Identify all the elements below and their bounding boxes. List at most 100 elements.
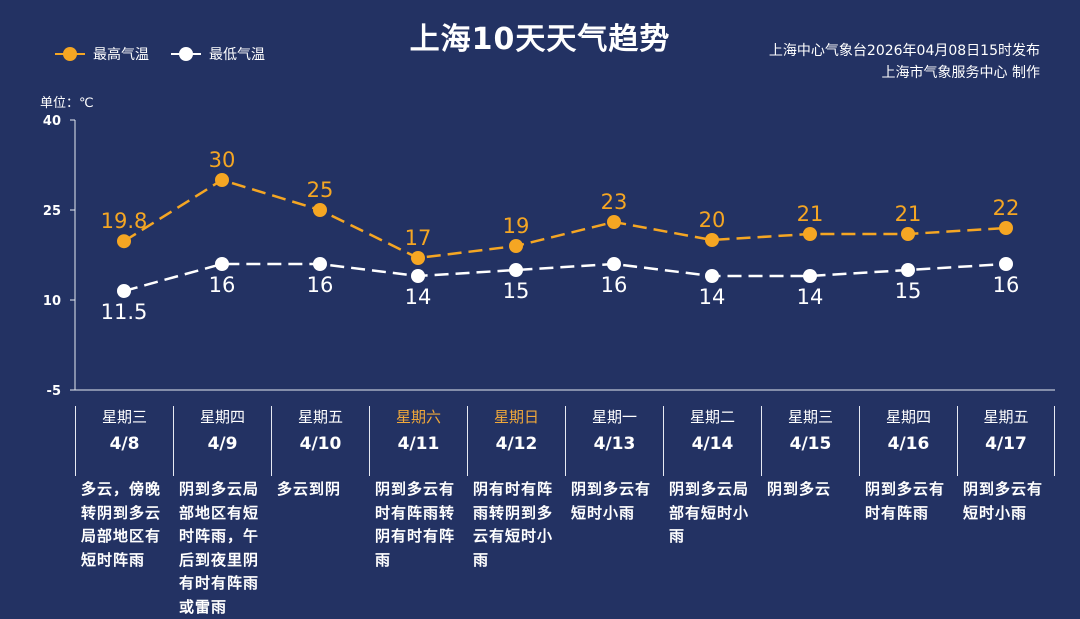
day-header: 星期五 4/10 <box>271 406 369 476</box>
weekday-label: 星期三 <box>787 408 833 426</box>
weather-description: 阴有时有阵雨转阴到多云有短时小雨 <box>473 480 554 569</box>
legend-high-label: 最高气温 <box>93 47 149 63</box>
weekday-label: 星期五 <box>297 408 343 426</box>
high-temp-point <box>705 233 719 247</box>
high-temp-point <box>313 203 327 217</box>
date-label: 4/12 <box>495 434 538 454</box>
high-temp-point <box>117 234 131 249</box>
day-header: 星期六 4/11 <box>369 406 467 476</box>
day-columns: 星期三 4/8 多云，傍晚转阴到多云局部地区有短时阵雨 星期四 4/9 阴到多云… <box>75 390 1055 619</box>
day-column: 星期三 4/15 阴到多云 <box>761 390 859 619</box>
high-temp-label: 17 <box>405 226 432 250</box>
low-temp-label: 16 <box>601 273 628 297</box>
day-header: 星期四 4/9 <box>173 406 271 476</box>
day-header: 星期三 4/15 <box>761 406 859 476</box>
day-column: 星期五 4/10 多云到阴 <box>271 390 369 619</box>
high-temp-line <box>123 178 1007 260</box>
y-tick-label: 10 <box>43 294 61 309</box>
day-column: 星期五 4/17 阴到多云有短时小雨 <box>957 390 1055 619</box>
weekday-label: 星期四 <box>199 408 245 426</box>
low-temp-label: 16 <box>307 273 334 297</box>
high-temp-point <box>411 251 425 265</box>
weather-description: 阴到多云有短时小雨 <box>571 480 652 522</box>
weather-description: 多云，傍晚转阴到多云局部地区有短时阵雨 <box>81 480 162 569</box>
day-column: 星期四 4/9 阴到多云局部地区有短时阵雨，午后到夜里阴有时有阵雨或雷雨 <box>173 390 271 619</box>
date-label: 4/14 <box>691 434 734 454</box>
weather-description: 阴到多云局部地区有短时阵雨，午后到夜里阴有时有阵雨或雷雨 <box>179 480 260 616</box>
date-label: 4/16 <box>887 434 930 454</box>
y-tick-label: 25 <box>43 204 61 219</box>
source-info: 上海中心气象台2026年04月08日15时发布 上海市气象服务中心 制作 <box>769 40 1040 84</box>
low-temp-label: 14 <box>699 285 726 309</box>
low-temp-line <box>123 262 1007 293</box>
weekday-label: 星期三 <box>101 408 147 426</box>
low-temp-point <box>999 257 1013 271</box>
low-temp-point <box>313 257 327 271</box>
high-temp-label: 21 <box>895 202 922 226</box>
high-temp-point <box>999 221 1013 235</box>
low-temp-point <box>705 269 719 283</box>
low-temp-label: 16 <box>209 273 236 297</box>
high-temp-point <box>607 215 621 229</box>
low-temp-point <box>411 269 425 283</box>
day-header: 星期日 4/12 <box>467 406 565 476</box>
high-temp-label: 30 <box>209 148 236 172</box>
low-temp-label: 11.5 <box>101 300 148 324</box>
day-column: 星期日 4/12 阴有时有阵雨转阴到多云有短时小雨 <box>467 390 565 619</box>
low-temp-point <box>117 284 131 298</box>
low-temp-label: 15 <box>503 279 530 303</box>
weather-description: 阴到多云 <box>767 480 832 498</box>
date-label: 4/10 <box>299 434 342 454</box>
day-header: 星期一 4/13 <box>565 406 663 476</box>
date-label: 4/17 <box>985 434 1027 454</box>
legend-high-marker-icon <box>55 47 85 61</box>
low-temp-point <box>901 263 915 277</box>
date-label: 4/11 <box>397 434 440 454</box>
weather-description: 阴到多云有短时小雨 <box>963 480 1044 522</box>
date-label: 4/13 <box>593 434 636 454</box>
low-temp-point <box>607 257 621 271</box>
day-header: 星期五 4/17 <box>957 406 1055 476</box>
low-temp-label: 15 <box>895 279 922 303</box>
low-temp-point <box>509 263 523 277</box>
source-line-2: 上海市气象服务中心 制作 <box>881 65 1040 81</box>
date-label: 4/8 <box>109 434 140 454</box>
day-column: 星期一 4/13 阴到多云有短时小雨 <box>565 390 663 619</box>
low-temp-label: 16 <box>993 273 1020 297</box>
low-temp-point <box>215 257 229 271</box>
weather-description: 多云到阴 <box>277 480 342 498</box>
high-temp-label: 21 <box>797 202 824 226</box>
high-temp-label: 25 <box>307 178 334 202</box>
low-temp-label: 14 <box>797 285 824 309</box>
chart-title: 上海10天天气趋势 <box>409 22 671 57</box>
weekday-label: 星期五 <box>983 408 1029 426</box>
weather-description: 阴到多云有时有阵雨转阴有时有阵雨 <box>375 480 456 569</box>
y-tick-label: 40 <box>43 114 61 129</box>
legend-low-marker-icon <box>171 47 201 61</box>
weekday-label: 星期日 <box>493 408 539 426</box>
day-header: 星期二 4/14 <box>663 406 761 476</box>
high-temp-label: 20 <box>699 208 726 232</box>
y-tick-label: -5 <box>47 384 61 399</box>
legend-item-low: 最低气温 <box>171 44 265 64</box>
weekday-label: 星期一 <box>591 408 637 426</box>
low-temp-label: 14 <box>405 285 432 309</box>
weekday-label: 星期六 <box>395 408 441 426</box>
high-temp-label: 22 <box>993 196 1020 220</box>
day-column: 星期三 4/8 多云，傍晚转阴到多云局部地区有短时阵雨 <box>75 390 173 619</box>
legend-low-label: 最低气温 <box>209 47 265 63</box>
day-column: 星期二 4/14 阴到多云局部有短时小雨 <box>663 390 761 619</box>
weather-description: 阴到多云有时有阵雨 <box>865 480 946 522</box>
source-line-1: 上海中心气象台2026年04月08日15时发布 <box>768 43 1040 59</box>
legend: 最高气温 最低气温 <box>55 44 265 64</box>
weekday-label: 星期二 <box>689 408 735 426</box>
high-temp-point <box>901 227 915 241</box>
unit-label: 单位：℃ <box>40 96 94 111</box>
day-column: 星期六 4/11 阴到多云有时有阵雨转阴有时有阵雨 <box>369 390 467 619</box>
high-temp-label: 19 <box>503 214 530 238</box>
high-temp-label: 19.8 <box>101 209 148 233</box>
legend-item-high: 最高气温 <box>55 44 149 64</box>
weather-description: 阴到多云局部有短时小雨 <box>669 480 750 545</box>
date-label: 4/9 <box>207 434 238 454</box>
